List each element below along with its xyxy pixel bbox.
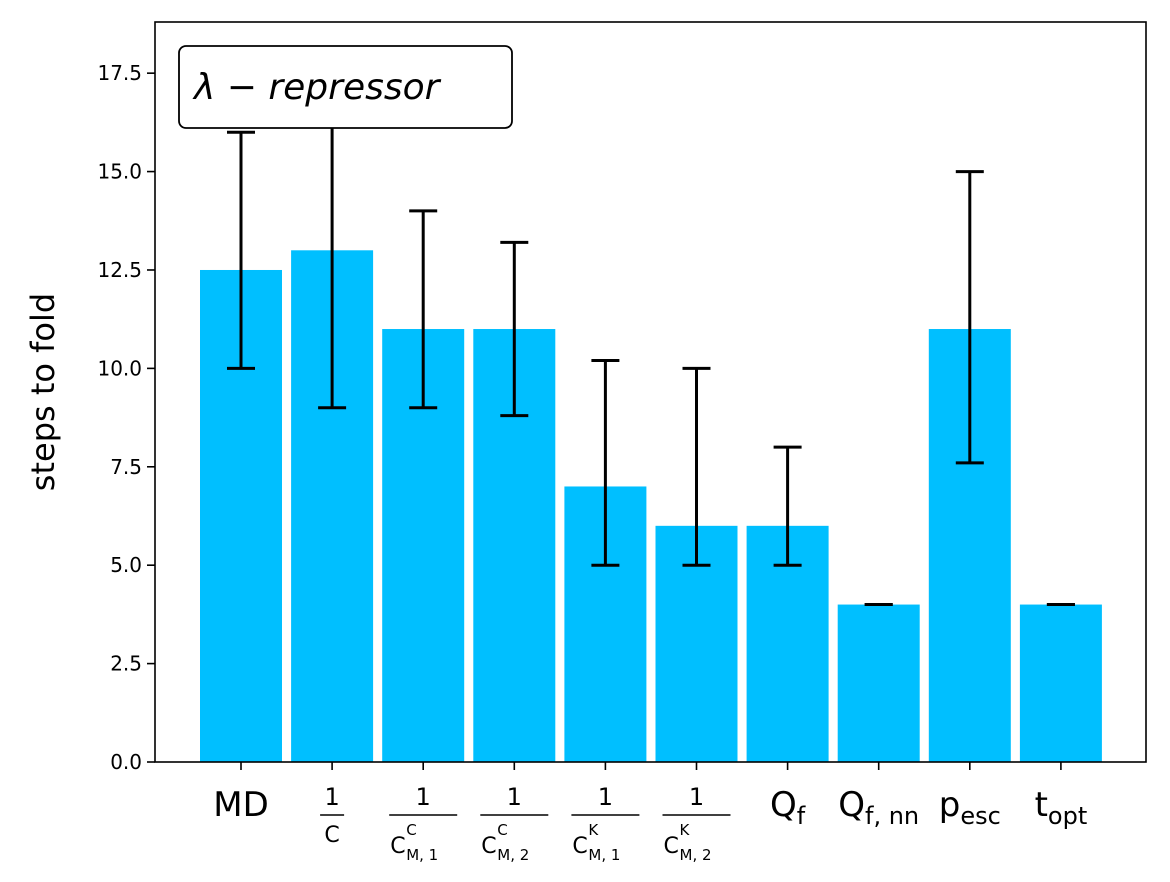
bar-7 — [837, 604, 920, 762]
error-bars-layer — [227, 118, 1075, 607]
y-tick-label-1: 2.5 — [110, 652, 142, 676]
svg-text:M, 2: M, 2 — [497, 846, 529, 864]
y-tick-label-0: 0.0 — [110, 750, 142, 774]
svg-text:1: 1 — [689, 783, 704, 811]
error-bar-3 — [500, 240, 529, 418]
svg-text:K: K — [680, 821, 691, 839]
x-tick-label-9: topt — [1035, 785, 1088, 830]
svg-text:C: C — [497, 821, 507, 839]
y-tick-label-6: 15.0 — [97, 160, 142, 184]
svg-text:M, 2: M, 2 — [680, 846, 712, 864]
x-tick-label-4: 1CK M, 1 — [571, 783, 640, 864]
error-bar-0 — [227, 130, 255, 370]
bar-9 — [1019, 604, 1102, 762]
svg-text:Qf: Qf — [770, 785, 806, 830]
y-tick-label-4: 10.0 — [97, 356, 142, 380]
svg-text:K: K — [588, 821, 599, 839]
svg-text:M, 1: M, 1 — [406, 846, 438, 864]
y-axis-label: steps to fold — [24, 293, 62, 491]
svg-text:C: C — [664, 834, 679, 859]
x-tick-label-6: Qf — [770, 785, 806, 830]
svg-text:1: 1 — [324, 783, 339, 811]
annotation-text: λ − repressor — [192, 67, 442, 108]
plot-frame — [154, 21, 1147, 763]
svg-text:M, 1: M, 1 — [588, 846, 620, 864]
svg-text:Qf, nn: Qf, nn — [838, 785, 919, 830]
y-tick-label-3: 7.5 — [110, 455, 142, 479]
svg-text:1: 1 — [416, 783, 431, 811]
svg-text:C: C — [572, 834, 587, 859]
svg-text:C: C — [324, 823, 339, 848]
x-tick-label-8: pesc — [939, 785, 1001, 830]
x-tick-label-5: 1CK M, 2 — [662, 783, 731, 864]
error-bar-6 — [773, 445, 802, 567]
svg-text:C: C — [406, 821, 416, 839]
svg-text:pesc: pesc — [939, 785, 1001, 830]
bars-layer — [200, 250, 1102, 763]
svg-text:1: 1 — [507, 783, 522, 811]
svg-text:MD: MD — [213, 785, 269, 825]
y-tick-label-5: 12.5 — [97, 258, 142, 282]
y-tick-label-7: 17.5 — [97, 61, 142, 85]
error-bar-4 — [591, 359, 620, 567]
svg-text:1: 1 — [598, 783, 613, 811]
x-tick-label-1: 1C — [320, 783, 345, 848]
x-tick-label-0: MD — [213, 785, 269, 825]
y-axis: 0.0 2.5 5.0 7.5 10.0 12.5 15.0 17.5 — [97, 61, 155, 774]
error-bar-8 — [955, 170, 984, 465]
y-tick-label-2: 5.0 — [110, 553, 142, 577]
annotation-box: λ − repressor — [178, 45, 513, 129]
error-bar-5 — [682, 366, 711, 567]
svg-text:C: C — [481, 834, 496, 859]
svg-text:topt: topt — [1035, 785, 1088, 830]
svg-text:C: C — [390, 834, 405, 859]
error-bar-2 — [409, 209, 438, 410]
x-tick-label-7: Qf, nn — [838, 785, 919, 830]
